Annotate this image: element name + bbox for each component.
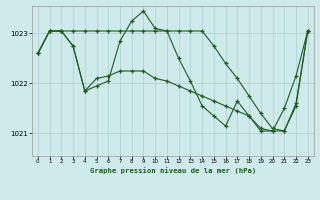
X-axis label: Graphe pression niveau de la mer (hPa): Graphe pression niveau de la mer (hPa) xyxy=(90,167,256,174)
